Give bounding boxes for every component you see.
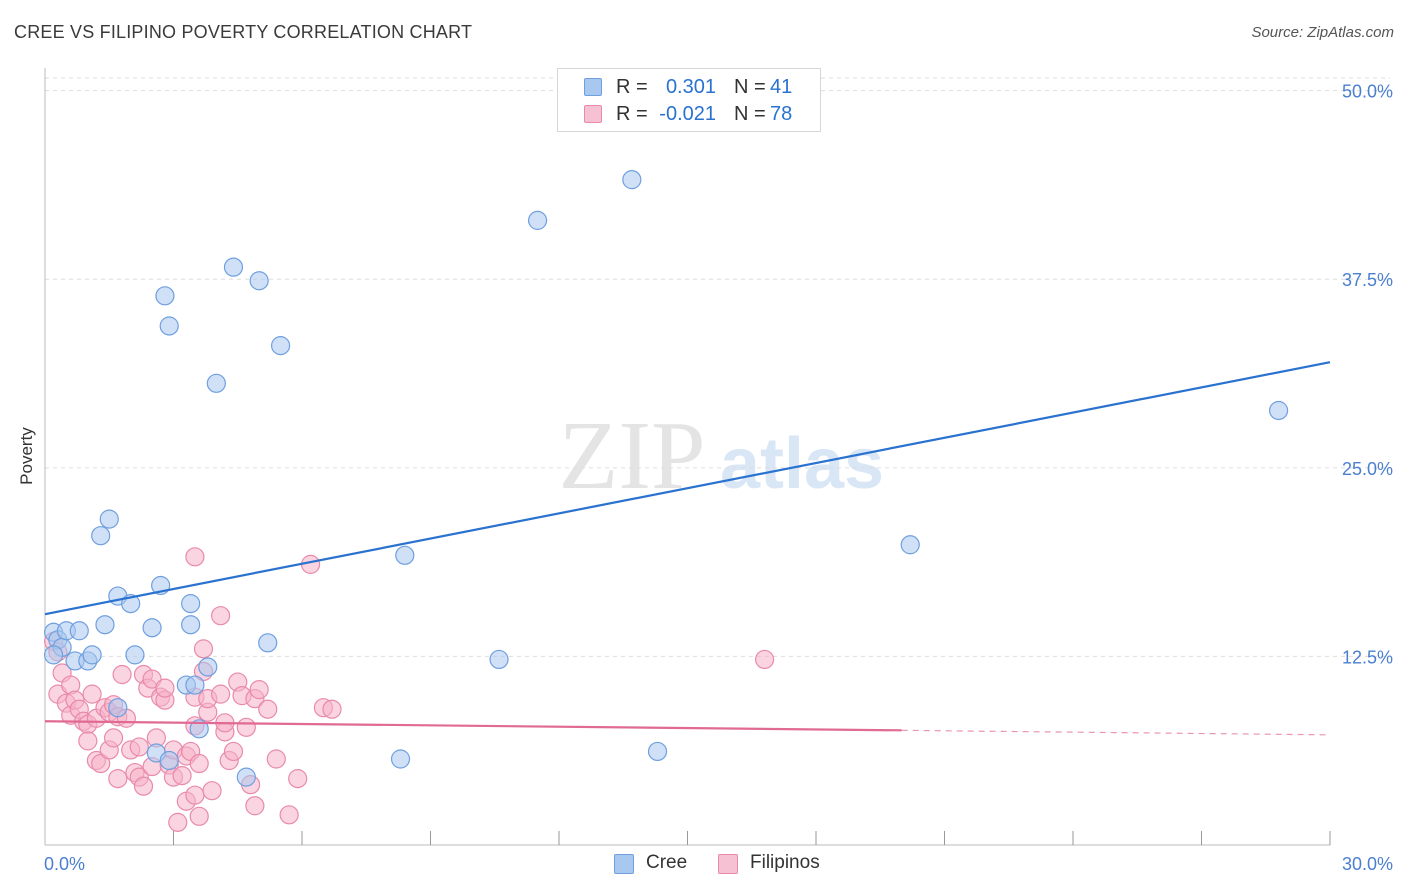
cree-point bbox=[181, 615, 201, 635]
cree-point bbox=[1268, 400, 1289, 421]
filipinos-point bbox=[202, 781, 222, 801]
cree-point bbox=[82, 645, 102, 665]
filipinos-point bbox=[322, 699, 342, 719]
axes bbox=[44, 68, 1331, 846]
filipinos-point bbox=[249, 679, 269, 700]
filipinos-point bbox=[189, 753, 209, 774]
filipinos-point bbox=[211, 606, 231, 626]
cree-point bbox=[198, 657, 218, 677]
x-tick-label-max: 30.0% bbox=[1342, 854, 1393, 874]
filipinos-n-value: 78 bbox=[770, 103, 793, 125]
tick-labels: 12.5% 25.0% 37.5% 50.0% 0.0% 30.0% bbox=[44, 82, 1393, 874]
filipinos-point bbox=[91, 753, 111, 774]
filipinos-r-value: -0.021 bbox=[659, 103, 716, 125]
filipinos-point bbox=[133, 776, 154, 796]
cree-swatch bbox=[584, 78, 602, 96]
cree-point bbox=[43, 645, 64, 665]
filipinos-point bbox=[288, 769, 308, 789]
cree-point bbox=[270, 336, 291, 356]
filipinos-point bbox=[193, 639, 214, 659]
filipinos-r-label: R = bbox=[616, 103, 648, 125]
bottom-cree-label: Cree bbox=[646, 852, 688, 873]
bottom-filipinos-label: Filipinos bbox=[750, 852, 820, 873]
filipinos-point bbox=[172, 765, 192, 786]
filipinos-point bbox=[103, 728, 124, 748]
watermark: ZIP atlas bbox=[559, 402, 885, 510]
chart-source: Source: ZipAtlas.com bbox=[1251, 24, 1394, 41]
filipinos-point bbox=[223, 741, 244, 762]
cree-point bbox=[236, 767, 256, 787]
cree-n-label: N = bbox=[734, 76, 766, 98]
filipinos-point bbox=[82, 684, 102, 704]
cree-point bbox=[181, 594, 201, 614]
cree-point bbox=[95, 615, 115, 635]
filipinos-point bbox=[258, 699, 278, 719]
cree-point bbox=[142, 618, 162, 638]
cree-trend-line bbox=[44, 361, 1331, 616]
filipinos-point bbox=[754, 649, 775, 670]
filipinos-point bbox=[129, 737, 149, 757]
bottom-filipinos-swatch bbox=[718, 854, 738, 874]
cree-point bbox=[390, 749, 411, 769]
y-axis-label: Poverty bbox=[17, 427, 36, 485]
cree-point bbox=[159, 316, 179, 336]
filipinos-point bbox=[108, 769, 128, 789]
cree-point bbox=[125, 645, 145, 665]
filipinos-swatch bbox=[584, 105, 602, 123]
cree-point bbox=[189, 719, 209, 739]
filipinos-point bbox=[279, 805, 299, 825]
filipinos-n-label: N = bbox=[734, 103, 766, 125]
filipinos-trend-line bbox=[44, 720, 902, 732]
filipinos-point bbox=[211, 684, 231, 704]
cree-point bbox=[185, 675, 205, 695]
cree-point bbox=[258, 633, 278, 653]
y-tick-label: 50.0% bbox=[1342, 82, 1393, 102]
chart-title: CREE VS FILIPINO POVERTY CORRELATION CHA… bbox=[14, 22, 473, 42]
cree-r-value: 0.301 bbox=[665, 76, 716, 98]
cree-point bbox=[91, 526, 111, 546]
watermark-zip: ZIP bbox=[559, 402, 706, 510]
correlation-legend: R = 0.301 N = 41 R = -0.021 N = 78 bbox=[557, 68, 821, 132]
cree-point bbox=[155, 286, 175, 306]
filipinos-point bbox=[236, 717, 256, 737]
filipinos-point bbox=[185, 547, 205, 567]
cree-point bbox=[622, 170, 642, 190]
trend-lines bbox=[44, 361, 1331, 736]
cree-point bbox=[223, 257, 244, 277]
filipinos-point bbox=[112, 664, 132, 685]
cree-point bbox=[395, 545, 415, 565]
filipinos-point bbox=[168, 812, 188, 832]
cree-point bbox=[69, 621, 89, 641]
cree-point bbox=[527, 210, 548, 230]
cree-point bbox=[99, 509, 119, 529]
filipinos-point bbox=[185, 785, 205, 805]
filipinos-point bbox=[189, 806, 209, 826]
filipinos-point bbox=[266, 749, 286, 769]
cree-point bbox=[206, 373, 226, 393]
y-tick-label: 25.0% bbox=[1342, 459, 1393, 479]
filipinos-point bbox=[155, 678, 175, 698]
filipinos-point bbox=[78, 731, 98, 751]
cree-r-label: R = bbox=[616, 76, 648, 98]
legend-row-filipinos: R = -0.021 N = 78 bbox=[558, 101, 820, 129]
cree-point bbox=[489, 649, 509, 670]
cree-point bbox=[159, 750, 179, 771]
gridlines bbox=[45, 77, 1390, 657]
watermark-atlas: atlas bbox=[720, 424, 884, 504]
x-tick-label-min: 0.0% bbox=[44, 854, 85, 874]
cree-point bbox=[900, 535, 920, 555]
legend-row-cree: R = 0.301 N = 41 bbox=[558, 74, 820, 102]
cree-points bbox=[43, 170, 1289, 787]
cree-point bbox=[647, 741, 668, 762]
y-tick-label: 12.5% bbox=[1342, 647, 1393, 667]
bottom-cree-swatch bbox=[614, 854, 634, 874]
cree-n-value: 41 bbox=[770, 76, 793, 98]
filipinos-trend-extension bbox=[901, 729, 1331, 736]
cree-point bbox=[249, 271, 269, 291]
y-tick-label: 37.5% bbox=[1342, 270, 1393, 290]
cree-point bbox=[108, 698, 128, 718]
filipinos-point bbox=[245, 796, 265, 816]
